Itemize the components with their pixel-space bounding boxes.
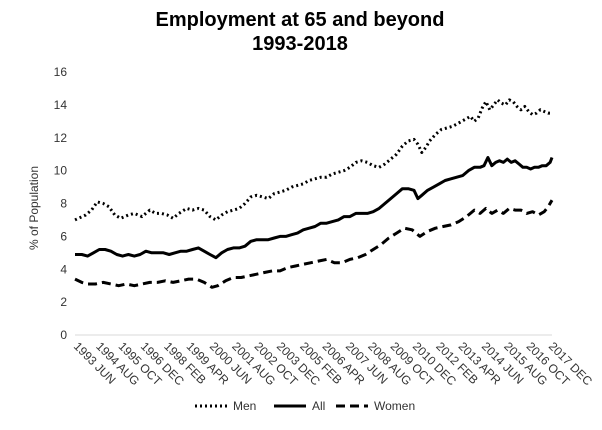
y-tick-label: 12 <box>54 131 68 145</box>
y-tick-label: 6 <box>60 229 67 243</box>
y-tick-label: 14 <box>54 98 68 112</box>
y-tick-label: 0 <box>60 328 67 342</box>
legend-label-all: All <box>312 399 325 413</box>
y-axis-ticks: 0 2 4 6 8 10 12 14 16 <box>54 65 68 342</box>
y-tick-label: 4 <box>60 262 67 276</box>
legend-label-men: Men <box>233 399 256 413</box>
legend: Men All Women <box>195 399 415 413</box>
y-tick-label: 10 <box>54 164 68 178</box>
series-line-all <box>75 156 554 260</box>
y-tick-label: 8 <box>60 197 67 211</box>
legend-label-women: Women <box>374 399 415 413</box>
y-axis-label: % of Population <box>27 166 41 250</box>
series-line-men <box>74 98 552 222</box>
chart-title: Employment at 65 and beyond <box>156 9 445 31</box>
y-tick-label: 2 <box>60 295 67 309</box>
series-line-women <box>74 199 554 289</box>
y-tick-label: 16 <box>54 65 68 79</box>
chart-subtitle: 1993-2018 <box>252 33 348 55</box>
series-layer <box>74 98 554 289</box>
